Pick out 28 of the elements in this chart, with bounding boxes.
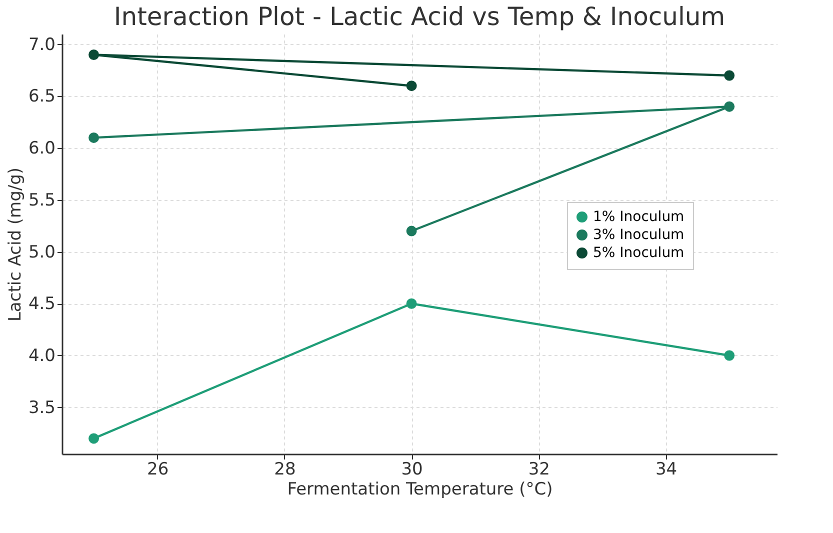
x-axis-title: Fermentation Temperature (°C) [287,480,553,500]
x-tick-label: 32 [528,460,550,480]
point [88,433,100,444]
point [88,132,100,143]
x-tick-label: 26 [147,460,169,480]
point [724,350,735,361]
point [724,70,735,81]
legend-label: 5% Inoculum [593,245,684,261]
y-tick-label: 3.5 [28,398,56,418]
point [406,226,417,236]
point [724,101,735,112]
y-tick-label: 5.5 [28,190,56,210]
legend-label: 1% Inoculum [593,209,684,225]
x-tick-label: 30 [401,460,423,480]
legend-label: 3% Inoculum [593,227,684,243]
x-tick-label: 28 [274,460,296,480]
y-axis-title: Lactic Acid (mg/g) [5,167,26,322]
point [406,80,417,92]
y-tick-label: 6.5 [28,86,56,107]
y-tick-label: 4.0 [28,346,56,366]
y-tick-label: 6.0 [28,138,56,159]
point [406,298,417,309]
y-tick-label: 7.0 [28,34,56,55]
x-tick-label: 34 [655,460,678,480]
y-tick-label: 4.5 [28,294,56,314]
chart-title: Interaction Plot - Lactic Acid vs Temp & Inoculum [114,2,726,31]
point [88,50,100,60]
y-tick-label: 5.0 [28,242,56,262]
